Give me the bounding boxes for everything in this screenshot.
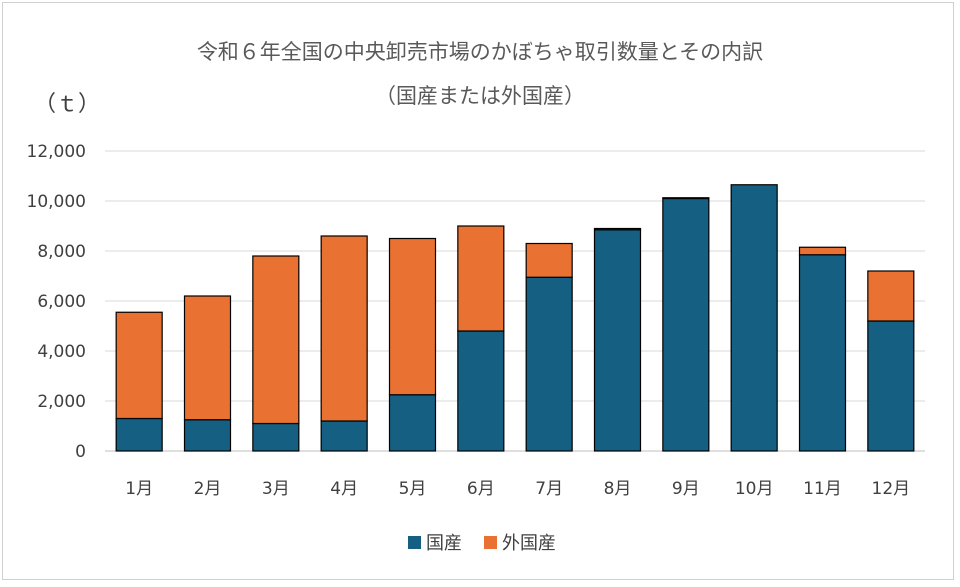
bar-imported — [320, 235, 368, 422]
y-tick-label: 12,000 — [27, 142, 86, 162]
bar-domestic — [593, 229, 642, 452]
bar-domestic — [525, 276, 573, 452]
bar-imported — [252, 255, 300, 425]
bar-imported — [115, 311, 163, 420]
y-tick-label: 10,000 — [27, 192, 86, 212]
legend-item-imported-swatch — [484, 536, 497, 549]
x-tick-label: 6月 — [467, 479, 495, 499]
bar-domestic — [115, 417, 163, 452]
x-tick-label: 4月 — [330, 479, 358, 499]
x-tick-label: 12月 — [872, 479, 911, 499]
x-tick-label: 11月 — [803, 479, 842, 499]
bar-imported — [798, 246, 847, 256]
y-tick-label: 2,000 — [37, 392, 86, 412]
bar-domestic — [457, 330, 505, 452]
y-axis-unit-label: （ｔ） — [34, 92, 101, 117]
bar-imported — [662, 197, 710, 200]
legend-item-domestic-label: 国産 — [426, 533, 462, 554]
bar-imported — [388, 237, 437, 396]
y-tick-label: 4,000 — [37, 342, 86, 362]
chart-subtitle: （国産または外国産） — [375, 84, 585, 108]
x-tick-label: 2月 — [194, 479, 222, 499]
bar-domestic — [867, 320, 915, 452]
bar-domestic — [252, 422, 300, 452]
bar-imported — [183, 295, 232, 421]
legend-item-imported-label: 外国産 — [502, 533, 556, 554]
x-tick-label: 10月 — [735, 479, 774, 499]
bar-domestic — [798, 254, 847, 452]
x-tick-label: 3月 — [262, 479, 290, 499]
bar-domestic — [183, 419, 232, 452]
legend-item-domestic-swatch — [408, 536, 421, 549]
y-tick-label: 0 — [75, 442, 86, 462]
bar-imported — [867, 270, 915, 322]
x-tick-label: 5月 — [399, 479, 427, 499]
bar-domestic — [662, 197, 710, 452]
bar-imported — [525, 242, 573, 278]
bar-imported — [457, 225, 505, 332]
x-tick-label: 9月 — [672, 479, 700, 499]
chart-title: 令和６年全国の中央卸売市場のかぼちゃ取引数量とその内訳 — [196, 40, 764, 64]
y-tick-label: 8,000 — [37, 242, 86, 262]
y-tick-label: 6,000 — [37, 292, 86, 312]
x-tick-label: 1月 — [125, 479, 153, 499]
bar-imported — [593, 227, 642, 231]
x-tick-label: 7月 — [535, 479, 563, 499]
x-tick-label: 8月 — [604, 479, 632, 499]
bar-domestic — [730, 184, 778, 452]
bar-domestic — [388, 394, 437, 452]
bar-domestic — [320, 420, 368, 452]
